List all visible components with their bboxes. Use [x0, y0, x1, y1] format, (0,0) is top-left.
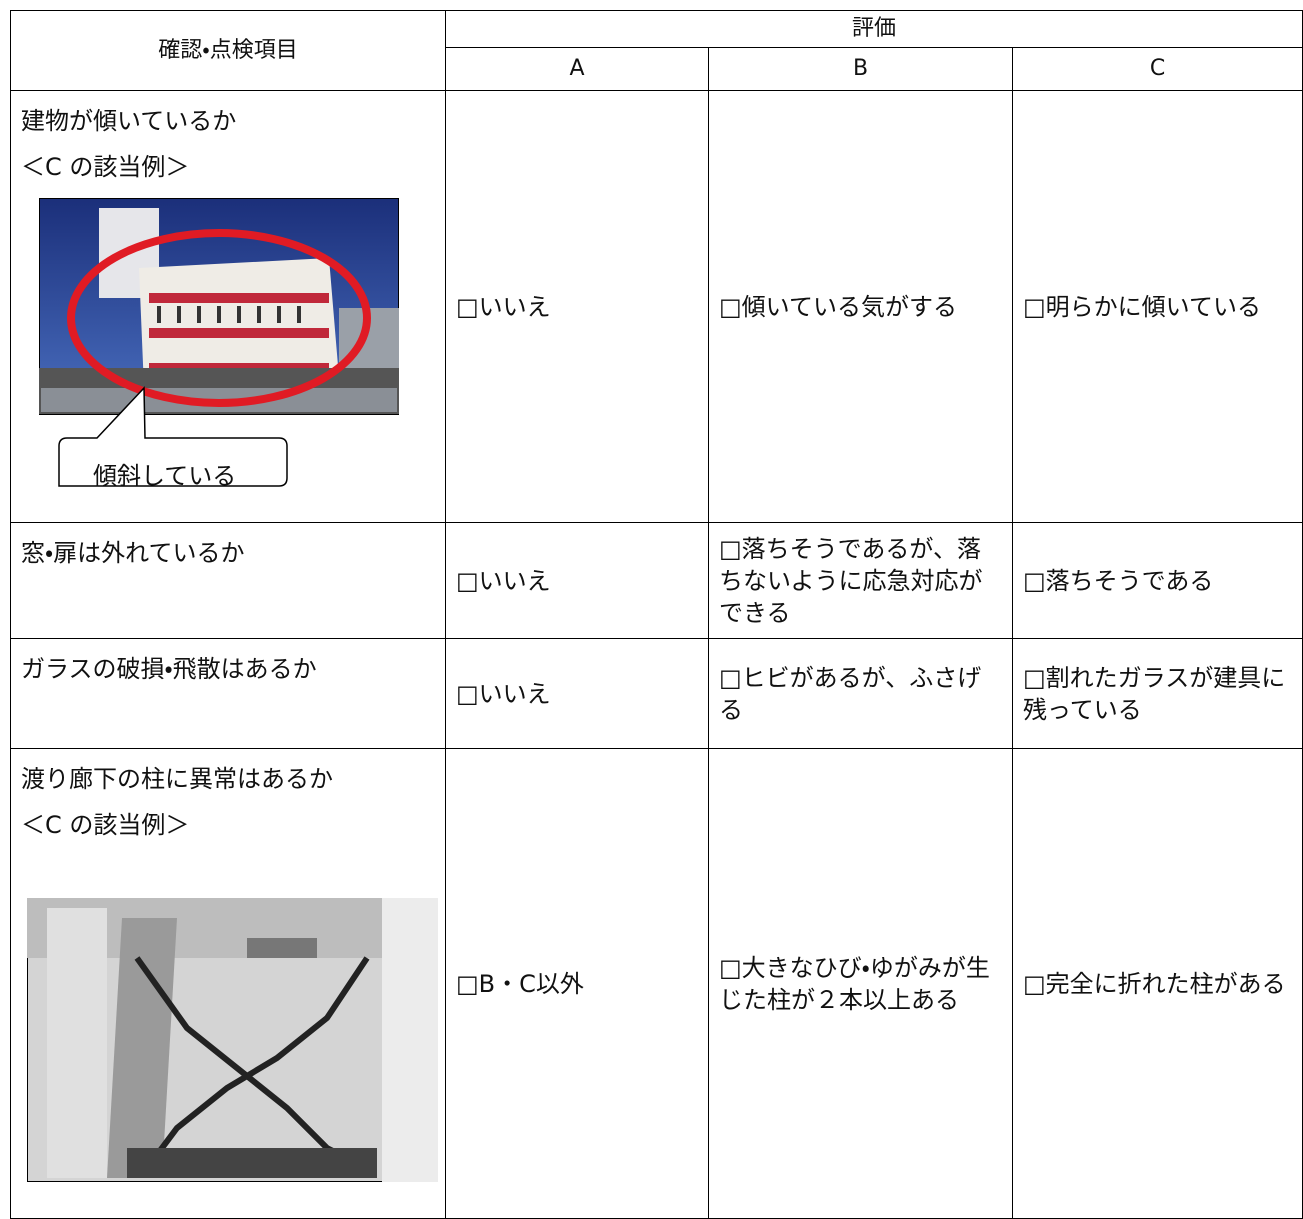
header-item: 確認・点検項目: [10, 10, 446, 91]
example-label: ＜C の該当例＞: [21, 811, 190, 839]
item-cell: 窓・扉は外れているか: [10, 522, 446, 639]
item-cell: 建物が傾いているか ＜C の該当例＞ 傾斜している: [10, 90, 446, 523]
grade-b: □落ちそうであるが、落ちないように応急対応ができる: [708, 522, 1013, 639]
grade-c: □明らかに傾いている: [1011, 90, 1303, 523]
grade-b: □傾いている気がする: [708, 90, 1013, 523]
grade-a: □いいえ: [445, 638, 709, 749]
callout-text: 傾斜している: [93, 462, 237, 490]
example-label: ＜C の該当例＞: [21, 153, 190, 181]
inspection-table: 確認・点検項目 評価 A B C 建物が傾いているか ＜C の該当例＞: [10, 10, 1303, 1219]
tilted-building-photo: [39, 198, 399, 487]
grade-a: □いいえ: [445, 90, 709, 523]
grade-c: □完全に折れた柱がある: [1011, 748, 1303, 1219]
item-cell: 渡り廊下の柱に異常はあるか ＜C の該当例＞: [10, 748, 446, 1219]
header-grade: B: [708, 47, 1013, 91]
item-cell: ガラスの破損・飛散はあるか: [10, 638, 446, 749]
grade-b: □ヒビがあるが、ふさげる: [708, 638, 1013, 749]
item-text: ガラスの破損・飛散はあるか: [21, 655, 317, 683]
header-grade: C: [1011, 47, 1303, 91]
grade-b: □大きなひび・ゆがみが生じた柱が２本以上ある: [708, 748, 1013, 1219]
broken-column-photo: [27, 898, 438, 1182]
grade-a: □いいえ: [445, 522, 709, 639]
grade-a: □B・C以外: [445, 748, 709, 1219]
item-text: 渡り廊下の柱に異常はあるか: [21, 765, 333, 793]
item-text: 窓・扉は外れているか: [21, 539, 245, 567]
grade-c: □落ちそうである: [1011, 522, 1303, 639]
item-text: 建物が傾いているか: [21, 107, 237, 135]
header-evaluation: 評価: [444, 10, 1303, 48]
header-grade: A: [445, 47, 709, 91]
grade-c: □割れたガラスが建具に残っている: [1011, 638, 1303, 749]
